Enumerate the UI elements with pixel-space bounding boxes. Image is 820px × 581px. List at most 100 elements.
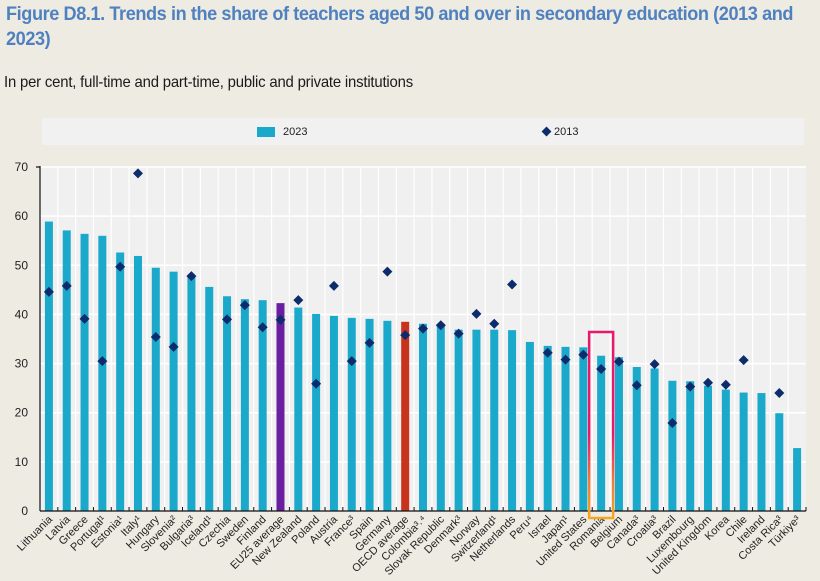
bar-2023 <box>223 296 232 511</box>
marker-2013 <box>132 168 143 179</box>
bar-2023 <box>276 303 285 511</box>
bar-2023 <box>329 315 338 511</box>
bar-2023 <box>401 321 410 511</box>
marker-2013 <box>418 323 428 334</box>
marker-2013 <box>168 341 179 352</box>
bars-2023 <box>44 221 802 512</box>
bar-2023 <box>169 271 178 511</box>
bar-2023 <box>543 345 552 511</box>
bar-2023 <box>454 329 463 511</box>
marker-2013 <box>507 279 518 290</box>
bar-2023 <box>98 235 107 512</box>
bar-2023 <box>312 313 321 511</box>
axes <box>36 166 807 512</box>
bar-2023 <box>116 252 125 511</box>
marker-2013 <box>703 377 714 388</box>
y-tick-label: 60 <box>15 209 29 223</box>
marker-2013 <box>328 280 339 291</box>
y-tick-label: 50 <box>15 258 29 272</box>
marker-2013 <box>186 271 197 282</box>
marker-2013 <box>774 388 785 399</box>
bar-2023 <box>579 347 588 511</box>
marker-2013 <box>667 418 678 429</box>
bar-2023 <box>62 230 71 511</box>
bar-2023 <box>632 367 641 511</box>
legend: 2023 2013 <box>42 118 804 145</box>
marker-2013 <box>311 378 322 389</box>
marker-2013 <box>43 286 54 297</box>
bar-2023 <box>294 307 303 511</box>
gridlines <box>40 166 806 511</box>
marker-2013 <box>542 347 553 358</box>
x-category-labels: LithuaniaLatviaGreecePortugal¹Estonia¹It… <box>15 513 803 578</box>
y-tick-label: 70 <box>15 160 29 174</box>
chart-title: Figure D8.1. Trends in the share of teac… <box>6 3 794 50</box>
bar-2023 <box>650 368 659 511</box>
marker-2013 <box>382 266 393 277</box>
y-tick-labels: 0 10 20 30 40 50 60 70 <box>15 160 29 518</box>
marker-2013 <box>631 380 642 391</box>
bar-2023 <box>436 324 445 511</box>
marker-2013 <box>61 280 72 291</box>
marker-2013 <box>257 322 268 333</box>
y-tick-label: 30 <box>15 357 29 371</box>
markers-2013 <box>43 168 785 429</box>
bar-2023 <box>365 318 374 511</box>
bar-2023 <box>597 355 606 511</box>
bar-2023 <box>44 221 53 511</box>
bar-2023 <box>205 286 214 511</box>
marker-2013 <box>471 308 482 319</box>
marker-2013 <box>222 314 233 325</box>
marker-2013 <box>115 261 126 272</box>
bar-2023 <box>775 413 784 511</box>
marker-2013 <box>346 356 357 367</box>
bar-2023 <box>757 393 766 511</box>
marker-2013 <box>150 332 161 343</box>
marker-2013 <box>400 330 411 341</box>
marker-2013 <box>275 314 286 325</box>
bar-2023 <box>187 275 196 511</box>
bar-2023 <box>508 330 517 511</box>
marker-2013 <box>435 320 446 331</box>
legend-swatch-2023 <box>257 126 275 137</box>
marker-2013 <box>738 355 749 366</box>
bar-2023 <box>561 346 570 511</box>
bar-2023 <box>258 300 267 511</box>
marker-2013 <box>613 356 624 367</box>
marker-2013 <box>79 313 90 324</box>
bar-2023 <box>383 320 392 511</box>
bar-2023 <box>133 255 142 511</box>
marker-2013 <box>596 363 607 374</box>
bar-2023 <box>151 267 160 511</box>
bar-2023 <box>721 389 730 511</box>
bar-2023 <box>472 329 481 511</box>
marker-2013 <box>649 359 660 370</box>
bar-2023 <box>686 381 695 511</box>
marker-2013 <box>489 318 500 329</box>
marker-2013 <box>560 354 571 365</box>
marker-2013 <box>720 379 731 390</box>
marker-2013 <box>239 300 250 311</box>
highlight-box <box>587 330 615 520</box>
marker-2013 <box>293 295 304 306</box>
bar-2023 <box>704 385 713 511</box>
marker-2013 <box>97 356 108 367</box>
bar-2023 <box>490 329 499 511</box>
bar-2023 <box>793 448 802 511</box>
highlight-box-romania <box>587 330 615 520</box>
bar-2023 <box>419 323 427 511</box>
bar-2023 <box>668 380 677 511</box>
legend-item-2023: 2023 <box>257 118 307 145</box>
legend-label-2013: 2013 <box>554 125 579 138</box>
bar-2023 <box>347 317 356 511</box>
bar-2023 <box>80 233 89 511</box>
bar-2023 <box>614 357 623 511</box>
legend-label-2023: 2023 <box>283 125 308 138</box>
y-tick-label: 20 <box>15 406 29 420</box>
bar-2023 <box>525 341 534 511</box>
bar-2023 <box>739 392 748 511</box>
y-tick-label: 10 <box>15 455 29 469</box>
chart-subtitle: In per cent, full-time and part-time, pu… <box>4 74 413 91</box>
marker-2013 <box>453 328 464 339</box>
